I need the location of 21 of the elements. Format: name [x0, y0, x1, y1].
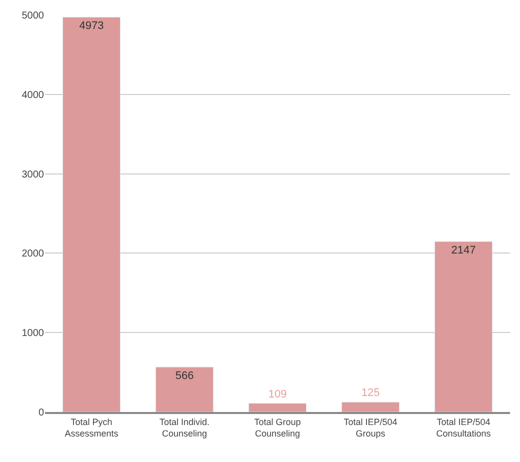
x-tick-label: Total Individ. Counseling — [159, 416, 210, 438]
y-tick-label: 1000 — [22, 328, 44, 340]
bar — [341, 402, 400, 412]
data-label: 125 — [361, 387, 380, 400]
data-label: 2147 — [451, 244, 476, 257]
bar — [155, 366, 214, 412]
y-tick-label: 5000 — [22, 10, 44, 22]
y-tick-label: 4000 — [22, 90, 44, 101]
y-tick-label: 0 — [38, 408, 44, 418]
data-label: 566 — [175, 370, 194, 382]
bar — [62, 16, 121, 412]
x-tick-label: Total Pych Assessments — [64, 416, 119, 438]
y-tick-label: 2000 — [22, 248, 44, 260]
x-tick-label: Total Group Counseling — [254, 416, 301, 438]
data-label: 109 — [268, 388, 287, 400]
bar — [248, 403, 307, 412]
data-label: 4973 — [79, 20, 104, 32]
bar — [434, 241, 493, 412]
x-tick-label: Total IEP/504 Consultations — [436, 416, 492, 438]
x-tick-label: Total IEP/504 Groups — [344, 416, 398, 438]
y-tick-label: 3000 — [22, 169, 44, 180]
